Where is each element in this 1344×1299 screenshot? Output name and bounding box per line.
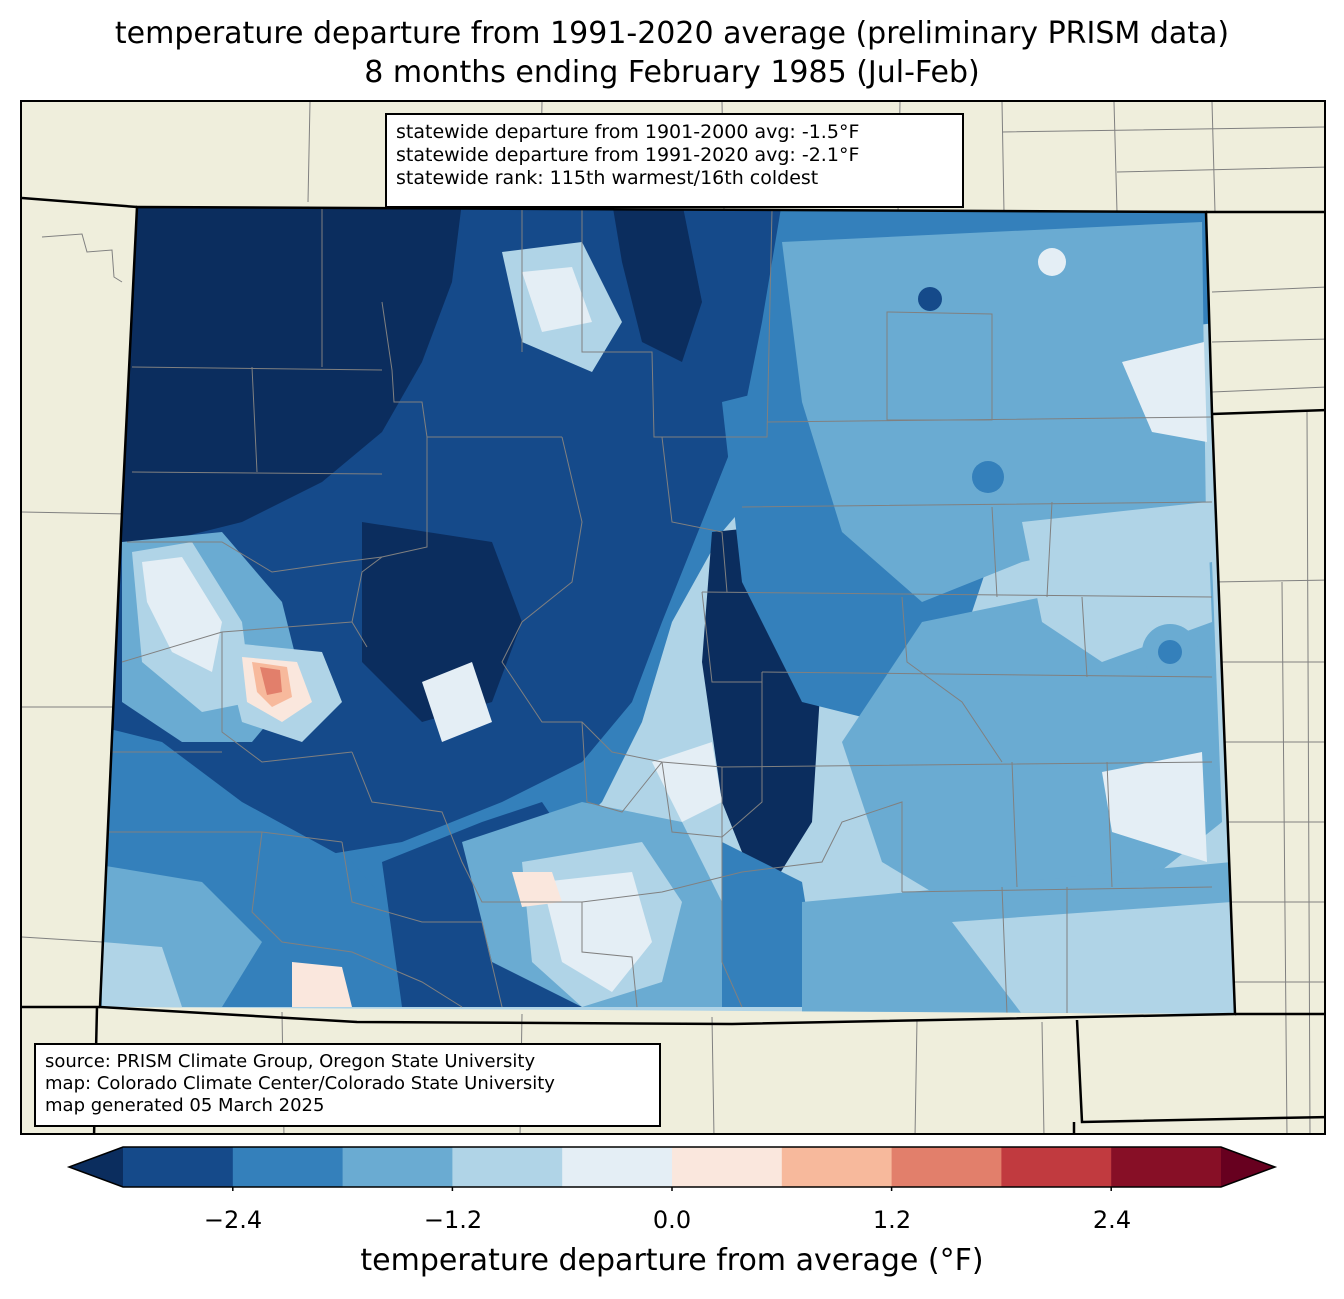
county-lines — [107, 207, 1213, 1014]
source-line-3: map generated 05 March 2025 — [45, 1095, 325, 1116]
stats-line-2: statewide departure from 1991-2020 avg: … — [396, 144, 860, 166]
colorbar-bin — [891, 1147, 1002, 1187]
colorbar-bin — [342, 1147, 453, 1187]
colorbar-bin — [562, 1147, 673, 1187]
colorbar-outline — [66, 1146, 1278, 1188]
source-line-1: source: PRISM Climate Group, Oregon Stat… — [45, 1051, 536, 1072]
colorbar-tick-label: 0.0 — [652, 1206, 692, 1234]
colorbar — [66, 1146, 1278, 1191]
colorbar-bin — [1111, 1147, 1222, 1187]
colorbar-bin — [1001, 1147, 1112, 1187]
chart-title: temperature departure from 1991-2020 ave… — [114, 16, 1230, 51]
chart-subtitle: 8 months ending February 1985 (Jul-Feb) — [364, 55, 980, 90]
colorado-map — [22, 102, 1324, 1133]
source-line-2: map: Colorado Climate Center/Colorado St… — [45, 1073, 555, 1094]
stats-line-1: statewide departure from 1901-2000 avg: … — [396, 121, 860, 143]
colorbar-bin — [452, 1147, 563, 1187]
colorbar-tick-label: −2.4 — [203, 1206, 263, 1234]
colorbar-tick-label: 2.4 — [1092, 1206, 1132, 1234]
colorbar-bin — [123, 1147, 234, 1187]
colorbar-label: temperature departure from average (°F) — [360, 1243, 984, 1278]
temperature-field — [100, 207, 1235, 1014]
source-box: source: PRISM Climate Group, Oregon Stat… — [34, 1043, 661, 1127]
colorbar-bin — [781, 1147, 893, 1187]
colorbar-tick-label: 1.2 — [872, 1206, 912, 1234]
colorbar-over-arrow — [1221, 1147, 1275, 1187]
colorbar-under-arrow — [69, 1147, 123, 1187]
map-panel: statewide departure from 1901-2000 avg: … — [20, 100, 1326, 1135]
statewide-stats-box: statewide departure from 1901-2000 avg: … — [385, 113, 964, 208]
colorbar-bin — [672, 1147, 783, 1187]
stats-line-3: statewide rank: 115th warmest/16th colde… — [396, 167, 819, 189]
colorado-border — [98, 205, 1237, 1026]
colorbar-tick-label: −1.2 — [423, 1206, 483, 1234]
colorbar-bin — [232, 1147, 344, 1187]
